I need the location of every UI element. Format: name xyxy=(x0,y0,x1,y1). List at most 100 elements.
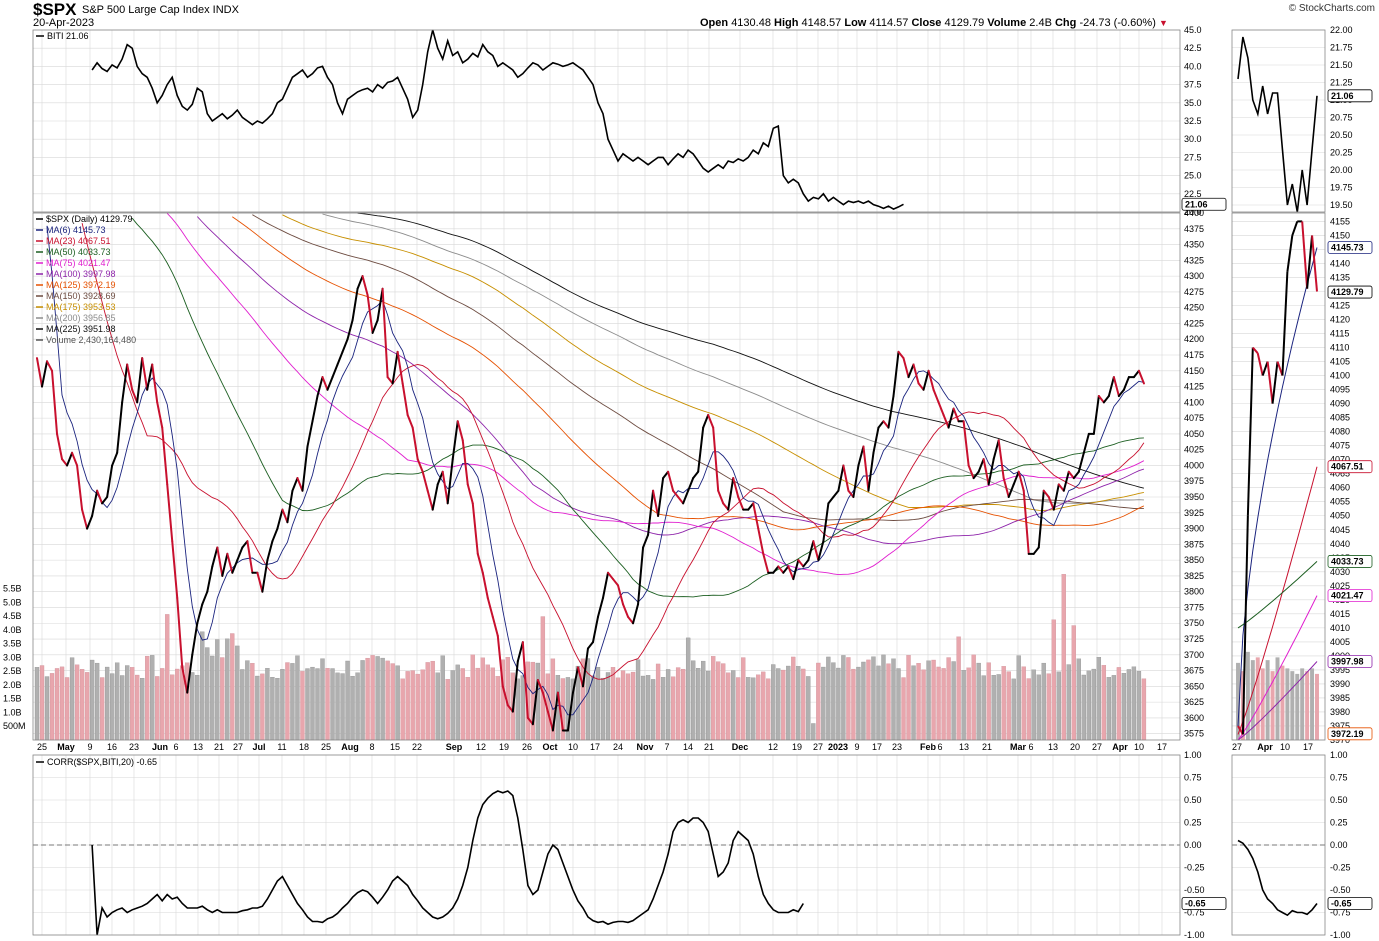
price-segment xyxy=(346,319,354,341)
x-tick-label: 9 xyxy=(854,742,859,752)
volume-bar xyxy=(39,665,45,741)
volume-bar xyxy=(1031,669,1036,741)
spx-zoom-y-tick: 3975 xyxy=(1330,721,1350,731)
x-tick-label: 9 xyxy=(87,742,92,752)
price-segment xyxy=(932,388,940,404)
spx-legend-entry: MA(50) 4033.73 xyxy=(46,247,111,257)
spx-zoom-y-tick: 4090 xyxy=(1330,399,1350,409)
x-tick-label: 12 xyxy=(476,742,486,752)
price-segment xyxy=(837,464,845,492)
price-segment xyxy=(1067,470,1075,480)
panel-frame xyxy=(32,212,1181,741)
price-segment xyxy=(576,666,584,688)
x-tick-label: 2023 xyxy=(828,742,848,752)
x-tick-label: 17 xyxy=(590,742,600,752)
price-segment xyxy=(1017,470,1025,492)
volume-bar xyxy=(801,668,806,741)
price-segment xyxy=(1037,489,1045,549)
volume-zoom-bar xyxy=(1250,660,1255,740)
price-segment xyxy=(672,489,680,499)
x-tick-label: Mar xyxy=(1010,742,1027,752)
price-segment xyxy=(867,451,875,492)
spx-zoom-y-tick: 4060 xyxy=(1330,483,1350,493)
price-segment xyxy=(366,294,374,334)
corr-y-tick: -0.75 xyxy=(1184,908,1205,918)
ma-line xyxy=(322,213,1144,504)
volume-bar xyxy=(701,660,706,741)
price-segment xyxy=(331,363,339,379)
price-segment xyxy=(301,445,309,492)
price-segment xyxy=(541,691,549,713)
x-tick-label: Oct xyxy=(542,742,557,752)
price-segment xyxy=(311,395,319,423)
price-segment xyxy=(947,407,955,429)
volume-bar xyxy=(956,636,961,741)
x-tick-label: Jul xyxy=(252,742,265,752)
price-zoom-segment xyxy=(1261,361,1269,376)
price-segment xyxy=(226,552,234,574)
x-tick-label: 13 xyxy=(1048,742,1058,752)
spx-zoom-y-tick: 4135 xyxy=(1330,272,1350,282)
volume-bar xyxy=(605,672,611,741)
volume-bar xyxy=(305,668,310,741)
spx-zoom-y-tick: 4110 xyxy=(1330,343,1349,353)
price-segment xyxy=(917,382,925,391)
volume-bar xyxy=(966,667,971,741)
spx-legend-entry: MA(75) 4021.47 xyxy=(46,258,111,268)
volume-bar xyxy=(595,667,601,741)
x-tick-label: 17 xyxy=(872,742,882,752)
price-segment xyxy=(461,439,469,486)
x-tick-label: Sep xyxy=(446,742,463,752)
spx-zoom-price-tag-box xyxy=(1327,589,1373,603)
price-segment xyxy=(521,641,529,719)
price-segment xyxy=(997,439,1005,480)
corr-legend: CORR($SPX,BITI,20) -0.65 xyxy=(47,757,157,767)
volume-bar xyxy=(1091,668,1096,741)
volume-zoom-bar xyxy=(1260,668,1265,740)
price-zoom-segment xyxy=(1241,515,1249,735)
price-segment xyxy=(862,445,870,492)
volume-bar xyxy=(1111,675,1117,741)
x-tick-label: 21 xyxy=(214,742,224,752)
chart-date: 20-Apr-2023 xyxy=(33,17,95,29)
ma-line xyxy=(131,217,1144,598)
corr-zoom-y-tick: 0.50 xyxy=(1330,795,1348,805)
price-segment xyxy=(446,458,454,505)
volume-bar xyxy=(235,645,240,741)
price-segment xyxy=(1042,489,1050,499)
correlation-line xyxy=(91,790,804,936)
price-segment xyxy=(46,360,54,372)
volume-bar xyxy=(620,670,626,741)
price-segment xyxy=(101,496,109,505)
x-tick-label: Feb xyxy=(920,742,937,752)
x-tick-label: 21 xyxy=(704,742,714,752)
price-segment xyxy=(431,483,439,511)
x-tick-label: 27 xyxy=(813,742,823,752)
volume-bar xyxy=(590,675,596,741)
biti-y-tick: 20.0 xyxy=(1184,207,1202,217)
price-segment xyxy=(216,546,224,577)
volume-bar xyxy=(355,672,360,741)
corr-zoom-y-tick: -0.75 xyxy=(1330,908,1351,918)
price-segment xyxy=(962,420,970,467)
volume-zoom-bar xyxy=(1295,673,1300,740)
price-segment xyxy=(591,615,599,644)
corr-y-tick: -0.25 xyxy=(1184,863,1205,873)
price-zoom-segment xyxy=(1281,271,1289,376)
biti-y-tick: 27.5 xyxy=(1184,152,1202,162)
price-segment xyxy=(817,540,825,562)
price-segment xyxy=(782,565,790,574)
price-segment xyxy=(361,275,369,297)
volume-bar xyxy=(155,676,160,741)
price-segment xyxy=(546,710,554,732)
price-segment xyxy=(596,596,604,618)
volume-bar xyxy=(640,675,646,741)
volume-bar xyxy=(455,664,460,741)
volume-bar xyxy=(891,658,896,741)
price-segment xyxy=(637,546,645,606)
spx-zoom-price-tag-box xyxy=(1327,727,1373,741)
volume-bar xyxy=(540,616,546,741)
volume-bar xyxy=(1081,674,1086,741)
biti-y-tick: 45.0 xyxy=(1184,25,1202,35)
volume-bar xyxy=(791,656,796,741)
